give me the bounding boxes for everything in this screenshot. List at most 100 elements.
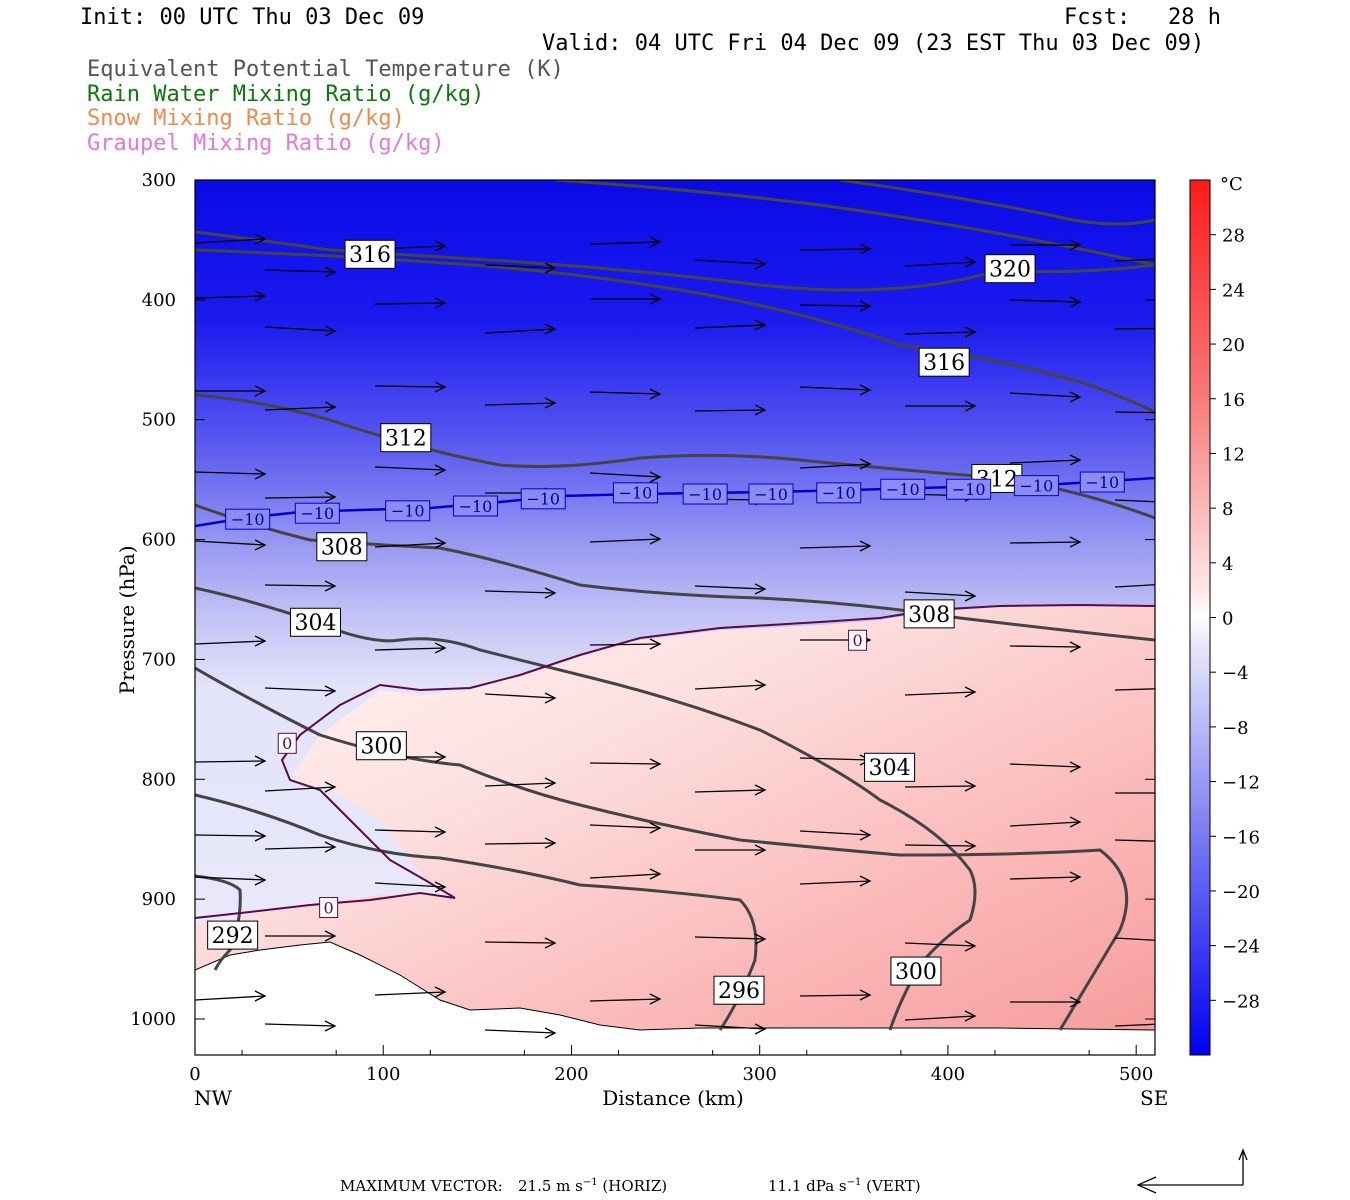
isotherm-minus10-label-box bbox=[225, 508, 271, 530]
horiz-tag: (HORIZ) bbox=[602, 1177, 668, 1195]
wind-vector-head bbox=[434, 537, 447, 549]
theta-e-label-box bbox=[355, 731, 407, 761]
wind-vector bbox=[589, 391, 661, 395]
isotherm-minus10-label: −10 bbox=[1013, 475, 1059, 497]
isotherm-minus10-label: −10 bbox=[748, 483, 794, 505]
wind-vector bbox=[799, 994, 871, 997]
wind-vector-head bbox=[324, 1020, 337, 1032]
theta-e-label: 304 bbox=[864, 752, 916, 782]
wind-vector bbox=[1114, 499, 1155, 503]
wind-vector-head bbox=[649, 868, 662, 880]
wind-vector bbox=[1009, 876, 1081, 880]
reference-vector-icon bbox=[1136, 1148, 1248, 1194]
theta-e-label-box bbox=[380, 423, 432, 453]
isotherm-minus10-label-box bbox=[1079, 471, 1125, 493]
wind-vector bbox=[694, 259, 766, 265]
theta-e-label-box bbox=[316, 532, 368, 562]
wind-vector-head bbox=[324, 685, 337, 697]
wind-vector bbox=[484, 842, 556, 845]
isotherm-minus10-label: −10 bbox=[816, 482, 862, 504]
wind-vector-head bbox=[1069, 296, 1082, 308]
wind-vector-head bbox=[324, 491, 337, 503]
wind-vector bbox=[195, 471, 266, 475]
wind-vector-head bbox=[324, 266, 337, 278]
isotherm-zero-label: 0 bbox=[848, 629, 868, 651]
theta-e-label-text: 316 bbox=[923, 351, 965, 376]
isotherm-minus10-label-text: −10 bbox=[619, 484, 653, 503]
theta-e-label: 300 bbox=[355, 731, 407, 761]
theta-e-label: 308 bbox=[903, 599, 955, 629]
wind-vector bbox=[904, 942, 976, 947]
theta-e-label: 292 bbox=[207, 920, 259, 950]
colorbar-tick-label: −8 bbox=[1222, 718, 1249, 739]
wind-vector-head bbox=[964, 590, 977, 602]
isotherm-zero-label-text: 0 bbox=[324, 898, 334, 917]
wind-vector bbox=[1114, 1023, 1155, 1027]
theta-e-label: 320 bbox=[984, 254, 1036, 284]
horiz-exponent: −1 bbox=[582, 1177, 598, 1188]
wind-vector bbox=[264, 1023, 336, 1027]
isotherm-minus10-label-box bbox=[748, 483, 794, 505]
colorbar-tick-label: 28 bbox=[1222, 226, 1245, 247]
wind-vector-head bbox=[254, 874, 267, 886]
wind-vector bbox=[374, 385, 446, 388]
wind-vector-head bbox=[754, 404, 767, 416]
theta-e-label-box bbox=[713, 975, 765, 1005]
wind-vector-head bbox=[324, 930, 337, 942]
y-tick-label: 300 bbox=[142, 170, 176, 191]
wind-vector bbox=[799, 248, 871, 251]
wind-vectors bbox=[195, 233, 1185, 1039]
wind-vector-head bbox=[1069, 996, 1082, 1008]
wind-vector bbox=[904, 261, 976, 267]
isotherm-minus10-label: −10 bbox=[225, 508, 271, 530]
wind-vector-head bbox=[254, 233, 267, 245]
wind-vector bbox=[589, 762, 661, 765]
wind-vector-head bbox=[754, 933, 767, 945]
colorbar-tick-label: 0 bbox=[1222, 609, 1233, 630]
wind-vector bbox=[799, 880, 871, 885]
wind-vector-head bbox=[1069, 816, 1082, 828]
wind-vector-head bbox=[544, 837, 557, 849]
theta-e-label-box bbox=[918, 347, 970, 377]
wind-vector-head bbox=[964, 840, 977, 852]
wind-vector bbox=[195, 760, 266, 763]
theta-e-label-text: 312 bbox=[385, 427, 427, 452]
wind-vector-head bbox=[434, 642, 447, 654]
max-vert-vector: 11.1 dPa s−1 (VERT) bbox=[768, 1177, 921, 1195]
colorbar-unit: °C bbox=[1220, 174, 1243, 195]
x-tick-label: 0 bbox=[189, 1064, 200, 1085]
plot-frame bbox=[194, 179, 1156, 1056]
colorbar-tick-label: −12 bbox=[1222, 773, 1260, 794]
theta-e-label-text: 308 bbox=[908, 603, 950, 628]
wind-vector bbox=[264, 406, 336, 411]
isotherm-zero-label-box bbox=[319, 897, 339, 919]
wind-vector bbox=[1114, 584, 1155, 588]
theta-e-label-text: 292 bbox=[212, 924, 254, 949]
wind-vector bbox=[484, 1029, 556, 1034]
wind-vector bbox=[374, 991, 446, 996]
wind-vector bbox=[195, 295, 266, 299]
wind-vector bbox=[195, 540, 266, 546]
theta-e-label-box bbox=[207, 920, 259, 950]
wind-vector-head bbox=[859, 243, 872, 255]
wind-vector bbox=[374, 302, 446, 305]
wind-vector-head bbox=[324, 325, 337, 337]
wind-vector bbox=[264, 269, 336, 273]
x-tick-label: 100 bbox=[366, 1064, 400, 1085]
wind-vector-head bbox=[1175, 788, 1185, 798]
wind-vector bbox=[589, 472, 661, 478]
wind-vector-head bbox=[434, 297, 447, 309]
wind-vector bbox=[374, 542, 446, 548]
theta-e-label-text: 300 bbox=[360, 735, 402, 760]
wind-vector-head bbox=[859, 540, 872, 552]
wind-vector bbox=[1009, 392, 1081, 398]
isotherm-minus10-label-box bbox=[612, 482, 658, 504]
wind-vector bbox=[904, 1015, 976, 1021]
isotherm-minus10-label-text: −10 bbox=[688, 485, 722, 504]
wind-vector bbox=[799, 463, 871, 469]
wind-vector bbox=[589, 538, 661, 543]
theta-e-label-text: 300 bbox=[895, 960, 937, 985]
vert-exponent: −1 bbox=[846, 1177, 862, 1188]
wind-vector-head bbox=[434, 881, 447, 893]
